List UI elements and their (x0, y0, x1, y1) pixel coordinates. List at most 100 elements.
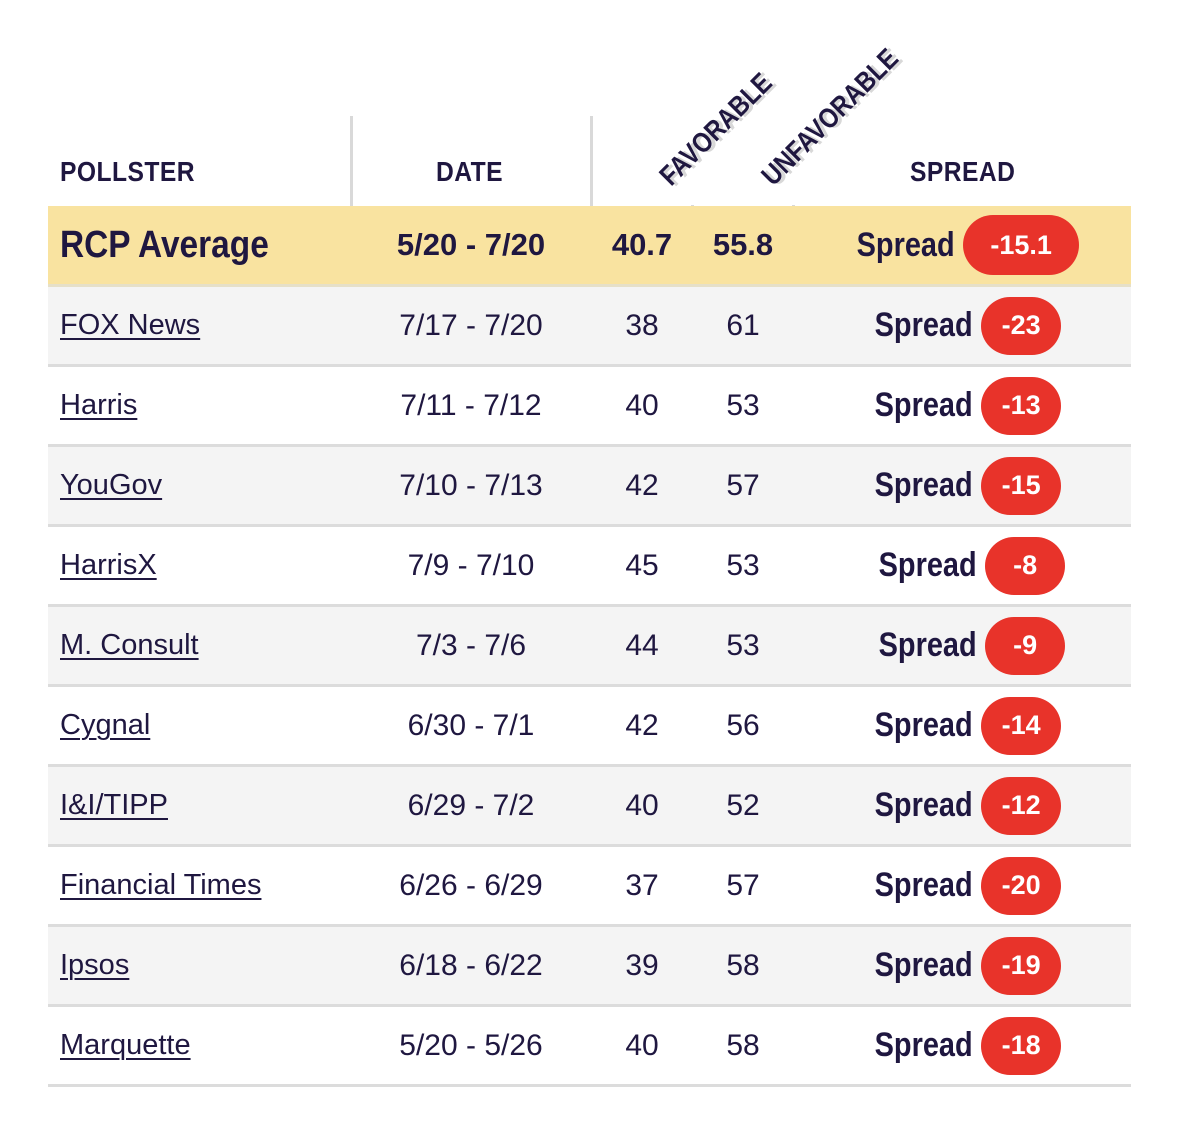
spread-label: Spread (874, 1026, 973, 1064)
average-date: 5/20 - 7/20 (396, 227, 546, 262)
pollster-link[interactable]: Ipsos (60, 949, 130, 981)
spread-cell: Spread -13 (796, 367, 1131, 444)
favorable-cell: 39 (625, 948, 659, 982)
unfavorable-cell: 56 (726, 708, 760, 742)
pollster-cell: YouGov (60, 447, 162, 524)
average-row: RCP Average 5/20 - 7/20 40.7 55.8 Spread… (48, 206, 1131, 287)
spread-badge: -19 (981, 936, 1062, 995)
pollster-cell: Financial Times (60, 847, 261, 924)
date-cell: 7/17 - 7/20 (399, 308, 543, 342)
table-row: Financial Times 6/26 - 6/29 37 57 Spread -20 (48, 847, 1131, 927)
spread-badge: -13 (981, 376, 1062, 435)
spread-label: Spread (874, 386, 973, 424)
spread-badge: -8 (985, 536, 1066, 595)
spread-label: Spread (878, 626, 977, 664)
average-spread: Spread -15.1 (796, 206, 1131, 284)
spread-badge: -14 (981, 696, 1062, 755)
spread-cell: Spread -14 (796, 687, 1131, 764)
pollster-cell: HarrisX (60, 527, 157, 604)
table-row: Harris 7/11 - 7/12 40 53 Spread -13 (48, 367, 1131, 447)
spread-cell: Spread -18 (796, 1007, 1131, 1084)
date-cell: 5/20 - 5/26 (399, 1028, 543, 1062)
spread-label: Spread (874, 706, 973, 744)
date-cell: 6/18 - 6/22 (399, 948, 543, 982)
spread-badge: -12 (981, 776, 1062, 835)
table-row: Ipsos 6/18 - 6/22 39 58 Spread -19 (48, 927, 1131, 1007)
pollster-cell: I&I/TIPP (60, 767, 168, 844)
spread-label: Spread (874, 306, 973, 344)
table-row: Cygnal 6/30 - 7/1 42 56 Spread -14 (48, 687, 1131, 767)
favorable-cell: 42 (625, 708, 659, 742)
date-cell: 7/10 - 7/13 (399, 468, 543, 502)
header-spread[interactable]: SPREAD (910, 156, 1016, 187)
spread-label: Spread (874, 946, 973, 984)
spread-cell: Spread -19 (796, 927, 1131, 1004)
average-label: RCP Average (60, 206, 297, 284)
date-cell: 7/3 - 7/6 (415, 628, 527, 662)
spread-badge: -15.1 (963, 215, 1080, 275)
spread-badge: -20 (981, 856, 1062, 915)
pollster-link[interactable]: Marquette (60, 1029, 191, 1061)
favorable-cell: 38 (625, 308, 659, 342)
header-date[interactable]: DATE (436, 156, 504, 187)
spread-cell: Spread -23 (796, 287, 1131, 364)
pollster-cell: M. Consult (60, 607, 199, 684)
unfavorable-cell: 52 (726, 788, 760, 822)
spread-cell: Spread -9 (796, 607, 1131, 684)
favorable-cell: 40 (625, 1028, 659, 1062)
favorable-cell: 37 (625, 868, 659, 902)
unfavorable-cell: 58 (726, 1028, 760, 1062)
spread-cell: Spread -20 (796, 847, 1131, 924)
favorable-cell: 44 (625, 628, 659, 662)
header-unfavorable[interactable]: UNFAVORABLE (755, 42, 905, 192)
unfavorable-cell: 53 (726, 628, 760, 662)
unfavorable-cell: 57 (726, 868, 760, 902)
spread-badge: -23 (981, 296, 1062, 355)
spread-badge: -18 (981, 1016, 1062, 1075)
pollster-link[interactable]: M. Consult (60, 629, 199, 661)
spread-label: Spread (856, 225, 955, 264)
unfavorable-cell: 61 (726, 308, 760, 342)
header-pollster[interactable]: POLLSTER (60, 156, 195, 187)
poll-table: POLLSTER DATE FAVORABLE UNFAVORABLE SPRE… (48, 0, 1131, 1087)
average-unfavorable: 55.8 (712, 227, 774, 262)
pollster-link[interactable]: Cygnal (60, 709, 151, 741)
table-row: YouGov 7/10 - 7/13 42 57 Spread -15 (48, 447, 1131, 527)
date-cell: 7/11 - 7/12 (400, 388, 542, 422)
spread-label: Spread (874, 786, 973, 824)
average-favorable: 40.7 (611, 227, 673, 262)
pollster-link[interactable]: I&I/TIPP (60, 789, 168, 821)
unfavorable-cell: 58 (726, 948, 760, 982)
pollster-cell: Marquette (60, 1007, 191, 1084)
unfavorable-cell: 53 (726, 548, 760, 582)
spread-cell: Spread -8 (796, 527, 1131, 604)
table-row: Marquette 5/20 - 5/26 40 58 Spread -18 (48, 1007, 1131, 1087)
date-cell: 6/30 - 7/1 (407, 708, 535, 742)
favorable-cell: 40 (625, 788, 659, 822)
favorable-cell: 40 (625, 388, 659, 422)
spread-label: Spread (878, 546, 977, 584)
pollster-link[interactable]: YouGov (60, 469, 163, 501)
favorable-cell: 42 (625, 468, 659, 502)
unfavorable-cell: 53 (726, 388, 760, 422)
spread-label: Spread (874, 466, 973, 504)
table-row: HarrisX 7/9 - 7/10 45 53 Spread -8 (48, 527, 1131, 607)
pollster-cell: FOX News (60, 287, 200, 364)
unfavorable-cell: 57 (726, 468, 760, 502)
table-row: FOX News 7/17 - 7/20 38 61 Spread -23 (48, 287, 1131, 367)
date-cell: 6/29 - 7/2 (407, 788, 535, 822)
average-pollster: RCP Average (60, 223, 269, 266)
spread-badge: -9 (985, 616, 1066, 675)
pollster-link[interactable]: HarrisX (60, 549, 157, 581)
pollster-cell: Harris (60, 367, 137, 444)
spread-cell: Spread -15 (796, 447, 1131, 524)
spread-badge: -15 (981, 456, 1062, 515)
date-cell: 7/9 - 7/10 (407, 548, 535, 582)
pollster-link[interactable]: FOX News (60, 309, 201, 341)
spread-cell: Spread -12 (796, 767, 1131, 844)
favorable-cell: 45 (625, 548, 659, 582)
date-cell: 6/26 - 6/29 (399, 868, 543, 902)
pollster-link[interactable]: Harris (60, 389, 138, 421)
pollster-link[interactable]: Financial Times (60, 869, 262, 901)
table-row: M. Consult 7/3 - 7/6 44 53 Spread -9 (48, 607, 1131, 687)
